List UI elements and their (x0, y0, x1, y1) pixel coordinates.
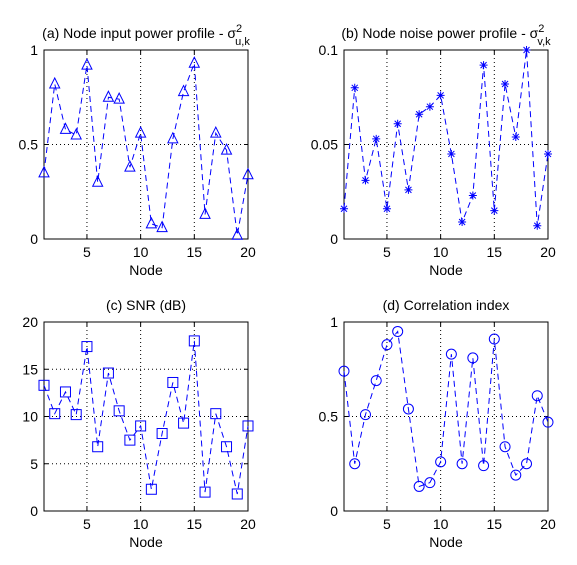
chart-title-text: (c) SNR (dB) (106, 297, 186, 313)
data-point-marker (458, 218, 466, 226)
y-tick-label: 10 (22, 409, 38, 425)
chart-title-subscript: u,k (235, 36, 250, 48)
data-point-marker (351, 84, 359, 92)
data-point-marker (415, 110, 423, 118)
chart-title: (a) Node input power profile - σ2 u,k (42, 23, 250, 48)
y-tick-label: 15 (22, 361, 38, 377)
x-axis-label: Node (129, 534, 163, 550)
x-tick-label: 20 (540, 244, 556, 260)
y-tick-label: 0 (30, 503, 38, 519)
y-tick-label: 0 (330, 503, 338, 519)
x-tick-label: 10 (433, 244, 449, 260)
data-point-marker (512, 133, 520, 141)
y-tick-label: 0 (30, 231, 38, 247)
data-point-marker (469, 192, 477, 200)
y-tick-label: 1 (30, 42, 38, 58)
plot-area (44, 50, 248, 239)
x-tick-label: 20 (240, 516, 256, 532)
chart-title-text: (a) Node input power profile - σ (42, 25, 236, 41)
x-tick-label: 20 (540, 516, 556, 532)
data-point-marker (394, 120, 402, 128)
x-axis-label: Node (129, 262, 163, 278)
data-point-marker (437, 91, 445, 99)
data-point-marker (383, 205, 391, 213)
y-tick-label: 0 (330, 231, 338, 247)
chart-title-text: (d) Correlation index (383, 297, 510, 313)
x-tick-label: 15 (487, 244, 503, 260)
x-tick-label: 5 (83, 516, 91, 532)
data-point-marker (490, 207, 498, 215)
data-point-marker (480, 61, 488, 69)
chart-title-superscript: 2 (236, 23, 242, 35)
data-point-marker (523, 46, 531, 54)
chart-panel-4: 5 10 15 20 0 0.5 1 Node (d) Correlation index (319, 297, 556, 550)
x-tick-label: 15 (187, 244, 203, 260)
data-point-marker (404, 186, 412, 194)
chart-title-subscript: v,k (537, 36, 551, 48)
x-tick-label: 15 (187, 516, 203, 532)
chart-title: (d) Correlation index (383, 297, 510, 313)
x-tick-label: 10 (433, 516, 449, 532)
x-tick-label: 10 (133, 516, 149, 532)
x-tick-label: 15 (487, 516, 503, 532)
data-point-marker (426, 103, 434, 111)
x-tick-label: 20 (240, 244, 256, 260)
data-point-marker (361, 176, 369, 184)
y-tick-label: 1 (330, 314, 338, 330)
y-tick-label: 5 (30, 456, 38, 472)
chart-panel-1: 5 10 15 20 0 0.5 1 Node (a) Node input power pro… (19, 23, 256, 278)
y-tick-label: 20 (22, 314, 38, 330)
chart-title-text: (b) Node noise power profile - σ (341, 25, 538, 41)
y-tick-label: 0.5 (19, 137, 39, 153)
x-tick-label: 5 (383, 516, 391, 532)
chart-title: (c) SNR (dB) (106, 297, 186, 313)
chart-title: (b) Node noise power profile - σ2 v,k (341, 23, 551, 48)
x-tick-label: 5 (83, 244, 91, 260)
data-point-marker (544, 150, 552, 158)
y-tick-label: 0.05 (311, 137, 338, 153)
y-tick-label: 0.1 (319, 42, 339, 58)
x-axis-label: Node (429, 262, 463, 278)
data-point-marker (372, 135, 380, 143)
plot-area (344, 322, 548, 511)
x-tick-label: 10 (133, 244, 149, 260)
x-axis-label: Node (429, 534, 463, 550)
plot-area (44, 322, 248, 511)
data-point-marker (340, 205, 348, 213)
x-tick-label: 5 (383, 244, 391, 260)
y-tick-label: 0.5 (319, 409, 339, 425)
chart-title-superscript: 2 (538, 23, 544, 35)
chart-panel-3: 5 10 15 20 0 5 10 15 20 Node (c) SNR (dB) (22, 297, 256, 550)
data-point-marker (533, 222, 541, 230)
data-point-marker (501, 80, 509, 88)
data-point-marker (447, 150, 455, 158)
chart-panel-2: 5 10 15 20 0 0.05 0.1 Node (b) Node noise power … (311, 23, 556, 278)
